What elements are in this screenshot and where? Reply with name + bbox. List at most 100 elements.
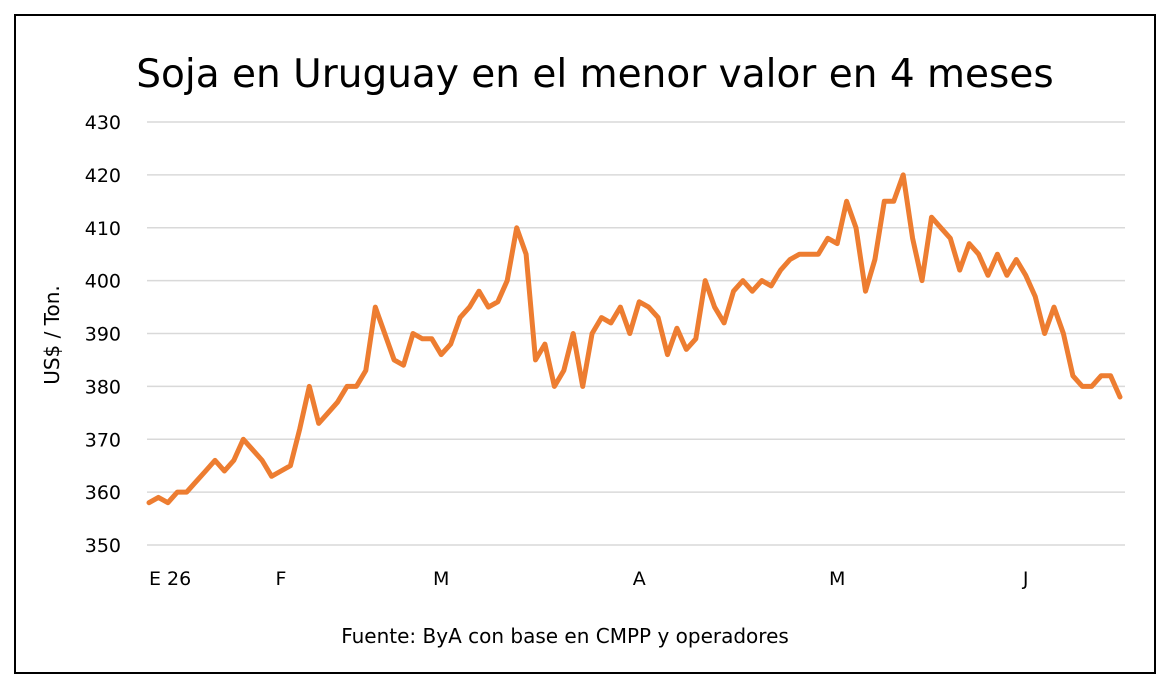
x-tick-label: A [633, 568, 646, 590]
x-tick-label: F [276, 568, 287, 590]
y-tick-labels: 350 360 370 380 390 400 410 420 430 [85, 112, 121, 557]
data-point [571, 332, 575, 335]
data-point [939, 226, 943, 230]
data-point [288, 464, 292, 468]
data-point [392, 358, 396, 362]
data-point [326, 411, 330, 415]
data-point [364, 369, 368, 373]
data-point [929, 215, 933, 219]
source-note: Fuente: ByA con base en CMPP y operadore… [341, 624, 789, 648]
gridlines [147, 121, 1125, 546]
y-tick-label: 420 [85, 165, 121, 187]
data-point [977, 252, 981, 256]
y-tick-label: 390 [85, 324, 121, 346]
data-point [486, 305, 490, 309]
data-point [241, 437, 245, 441]
chart-frame [14, 14, 1156, 674]
data-point [713, 305, 717, 309]
data-point [675, 326, 679, 330]
line-chart: 350 360 370 380 390 400 410 420 430 E 26 F M A M J [85, 112, 1125, 590]
y-tick-label: 370 [85, 429, 121, 451]
data-point [1043, 332, 1047, 335]
data-point [741, 279, 745, 283]
data-point [1080, 384, 1084, 388]
data-point [373, 305, 377, 309]
data-point [1118, 395, 1122, 399]
data-point [665, 353, 669, 357]
data-point [204, 469, 208, 473]
data-point [458, 316, 462, 320]
data-point [420, 337, 424, 341]
data-point [788, 257, 792, 261]
data-point [1005, 273, 1009, 277]
data-point [552, 384, 556, 388]
data-point [694, 337, 698, 341]
data-point [1090, 384, 1094, 388]
data-point [524, 252, 528, 256]
data-point [336, 400, 340, 404]
data-point [1061, 332, 1065, 335]
data-point [948, 236, 952, 240]
data-point [194, 480, 198, 484]
data-point [995, 252, 999, 256]
data-point [354, 384, 358, 388]
data-point [270, 474, 274, 478]
data-point [901, 173, 905, 177]
data-point [383, 332, 387, 335]
data-point [449, 342, 453, 346]
data-point [402, 363, 406, 367]
data-point [684, 347, 688, 351]
data-point [637, 300, 641, 304]
data-point [628, 332, 632, 335]
data-point [1052, 305, 1056, 309]
data-point [562, 369, 566, 373]
x-tick-labels: E 26 F M A M J [149, 568, 1029, 590]
data-point [722, 321, 726, 325]
data-point [647, 305, 651, 309]
data-point [703, 279, 707, 283]
data-point [468, 305, 472, 309]
data-point [345, 384, 349, 388]
y-tick-label: 380 [85, 376, 121, 398]
data-point [543, 342, 547, 346]
data-point [892, 199, 896, 203]
data-point [797, 252, 801, 256]
data-point [731, 289, 735, 293]
data-point [307, 384, 311, 388]
data-point [845, 199, 849, 203]
data-point [967, 242, 971, 246]
x-tick-label: M [433, 568, 449, 590]
y-tick-label: 350 [85, 535, 121, 557]
data-point [609, 321, 613, 325]
data-point [750, 289, 754, 293]
data-point [430, 337, 434, 341]
data-point [656, 316, 660, 320]
x-tick-label: E 26 [149, 568, 191, 590]
y-tick-label: 410 [85, 218, 121, 240]
data-point [279, 469, 283, 473]
data-point [590, 332, 594, 335]
data-point [185, 490, 189, 494]
data-point [807, 252, 811, 256]
data-point [835, 242, 839, 246]
data-point [873, 257, 877, 261]
data-point [156, 495, 160, 499]
data-point [222, 469, 226, 473]
data-point [260, 458, 264, 462]
x-tick-label: J [1022, 568, 1029, 590]
data-point [826, 236, 830, 240]
data-point [779, 268, 783, 272]
data-point [1099, 374, 1103, 378]
data-point [1024, 273, 1028, 277]
data-point [166, 501, 170, 505]
data-point [1014, 257, 1018, 261]
data-point [147, 501, 151, 505]
data-point [298, 427, 302, 431]
data-point [1033, 294, 1037, 298]
data-point [920, 279, 924, 283]
data-point [986, 273, 990, 277]
data-point [581, 384, 585, 388]
x-tick-label: M [829, 568, 845, 590]
chart-title: Soja en Uruguay en el menor valor en 4 m… [136, 52, 1054, 97]
data-point [1071, 374, 1075, 378]
